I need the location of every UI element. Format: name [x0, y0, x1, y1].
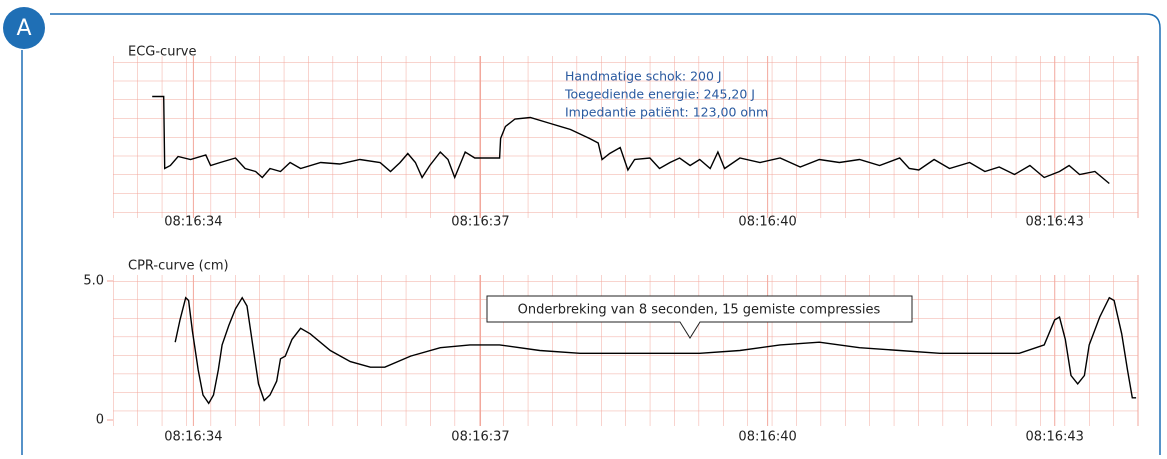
y-tick-label: 5.0 — [83, 274, 104, 289]
chart-title: ECG-curve — [128, 45, 196, 60]
badge — [3, 7, 45, 49]
x-tick-label: 08:16:34 — [164, 215, 222, 230]
x-tick-label: 08:16:40 — [738, 215, 796, 230]
x-tick-label: 08:16:40 — [738, 430, 796, 445]
y-tick-label: 0 — [96, 413, 104, 428]
series-line — [152, 95, 1110, 185]
x-tick-label: 08:16:43 — [1026, 215, 1084, 230]
panel-border — [21, 13, 1161, 455]
annotation: Handmatige schok: 200 J — [565, 69, 722, 84]
x-tick-label: 08:16:34 — [164, 430, 222, 445]
annotation: Impedantie patiënt: 123,00 ohm — [565, 105, 768, 120]
chart-title: CPR-curve (cm) — [128, 259, 229, 274]
x-tick-label: 08:16:37 — [451, 215, 509, 230]
badge-label: A — [16, 16, 31, 41]
annotation: Toegediende energie: 245,20 J — [564, 87, 755, 102]
grid — [113, 56, 1138, 218]
x-tick-label: 08:16:43 — [1026, 430, 1084, 445]
callout-box — [486, 295, 913, 339]
x-tick-label: 08:16:37 — [451, 430, 509, 445]
callout-label: Onderbreking van 8 seconden, 15 gemiste … — [518, 303, 881, 318]
series-line — [174, 296, 1137, 405]
